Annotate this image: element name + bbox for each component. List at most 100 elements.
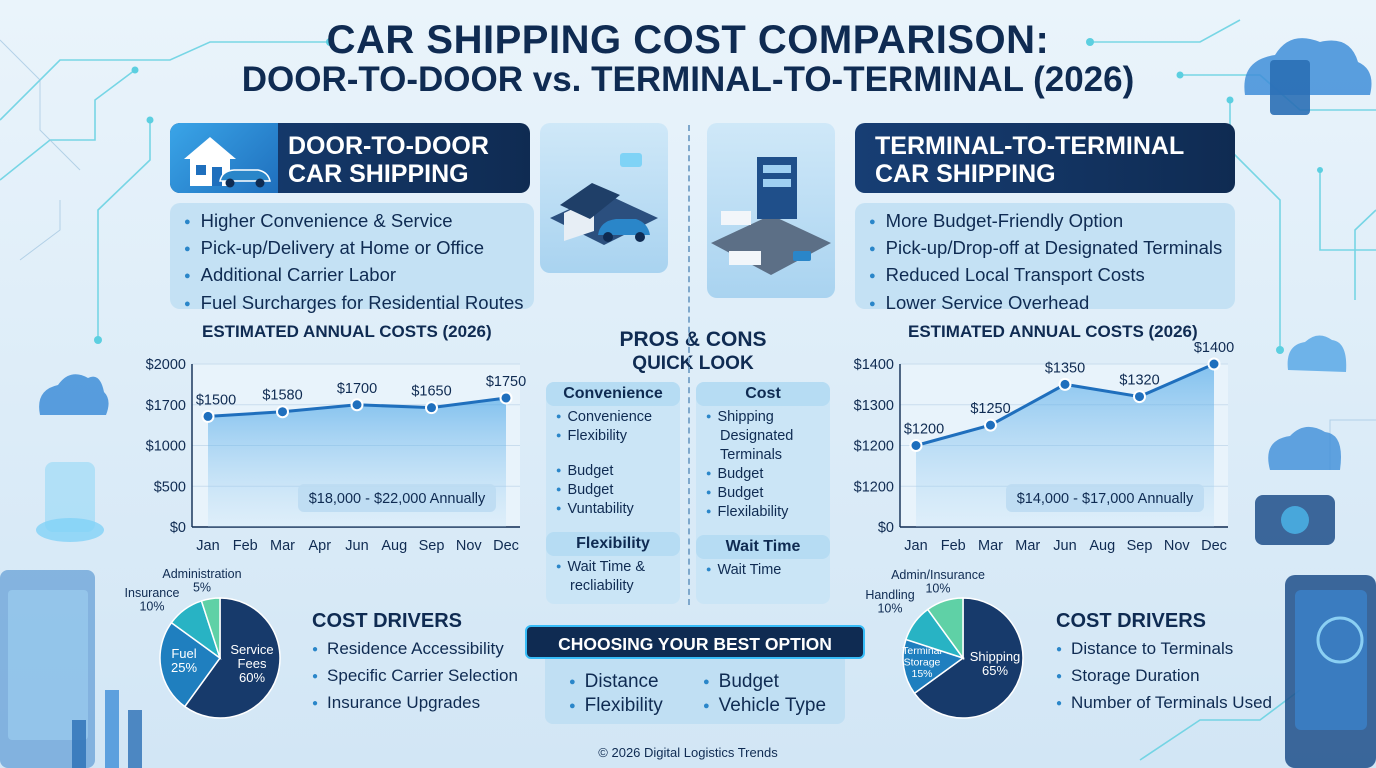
terminal-benefit: Pick-up/Drop-off at Designated Terminals	[869, 236, 1223, 263]
door-drivers-title: COST DRIVERS	[312, 610, 463, 632]
center-divider	[688, 125, 690, 605]
cost-item: Budget	[696, 465, 830, 484]
y-tick-label: $1300	[854, 398, 894, 414]
data-label: $1350	[1045, 360, 1085, 376]
page-title-line2: DOOR-TO-DOOR vs. TERMINAL-TO-TERMINAL (2…	[241, 60, 1135, 99]
door-cost-pie-chart: Service Fees 60% Fuel 25% Insurance 10%Adminis…	[125, 567, 281, 719]
cost-item: Flexilability	[696, 503, 830, 522]
terminal-chart-title: ESTIMATED ANNUAL COSTS (2026)	[908, 322, 1198, 341]
annual-range-badge	[1006, 484, 1204, 512]
convenience-item: Budget	[546, 462, 680, 481]
wait-time-item: Wait Time	[696, 561, 830, 580]
x-tick-label: Nov	[456, 538, 483, 554]
pros-cons-right-column: Cost Shipping Designated Terminals Budge…	[696, 382, 830, 604]
terminal-benefit: Lower Service Overhead	[869, 291, 1221, 318]
pros-cons-title: PROS & CONS QUICK LOOK	[560, 328, 826, 376]
terminal-driver-item: Distance to Terminals	[1056, 637, 1272, 664]
data-label: $1650	[411, 384, 451, 400]
option-item: Budget	[703, 671, 779, 693]
wait-time-heading: Wait Time	[696, 535, 830, 559]
door-driver-item: Residence Accessibility	[312, 637, 518, 664]
door-driver-item: Specific Carrier Selection	[312, 664, 518, 691]
y-tick-label: $1400	[854, 357, 894, 373]
cost-item: Designated	[720, 428, 794, 444]
option-item: Flexibility	[569, 695, 663, 717]
terminal-to-terminal-header: TERMINAL-TO-TERMINAL CAR SHIPPING	[855, 123, 1235, 193]
door-benefit: Higher Convenience & Service	[184, 209, 520, 236]
pie-slice	[902, 638, 965, 695]
terminal-illustration	[707, 123, 835, 298]
data-label: $1750	[486, 374, 526, 390]
terminal-header-line2: CAR SHIPPING	[875, 160, 1056, 188]
best-option-header: CHOOSING YOUR BEST OPTION	[525, 625, 865, 659]
convenience-item: Budget	[546, 481, 680, 500]
x-tick-label: Mar	[978, 538, 1003, 554]
door-to-door-header: DOOR-TO-DOOR CAR SHIPPING	[170, 123, 530, 193]
x-tick-label: Mar	[1015, 538, 1040, 554]
terminal-header-line1: TERMINAL-TO-TERMINAL	[875, 132, 1185, 160]
pie-slice-label: Shipping 65%	[970, 649, 1021, 678]
pie-slice-label: Admin/Insurance 10%	[891, 568, 985, 596]
data-label: $1320	[1119, 373, 1159, 389]
x-tick-label: Dec	[1201, 538, 1227, 554]
pie-slice	[926, 597, 964, 661]
y-tick-label: $1200	[854, 439, 894, 455]
y-tick-label: $0	[170, 520, 186, 536]
pie-slice-label: Insurance 10%	[125, 586, 180, 614]
data-point	[1133, 390, 1146, 404]
x-tick-label: Mar	[270, 538, 295, 554]
convenience-item: Vuntability	[546, 500, 680, 519]
door-benefit: Fuel Surcharges for Residential Routes	[184, 291, 524, 318]
data-label: $1250	[970, 401, 1010, 417]
data-point	[350, 398, 364, 412]
flexibility-item: recliability	[570, 578, 634, 594]
cost-item: Budget	[696, 484, 830, 503]
x-tick-label: Jan	[196, 538, 219, 554]
y-tick-label: $0	[878, 520, 894, 536]
x-tick-label: Apr	[308, 538, 331, 554]
y-tick-label: $2000	[146, 357, 186, 373]
data-point	[984, 418, 997, 432]
house-illustration	[540, 123, 668, 273]
pros-cons-title-line1: PROS & CONS	[619, 328, 767, 351]
door-header-line1: DOOR-TO-DOOR	[288, 132, 489, 160]
annual-range-badge	[298, 484, 496, 512]
terminal-driver-item: Storage Duration	[1056, 664, 1272, 691]
data-point	[1207, 357, 1221, 371]
terminal-drivers-title: COST DRIVERS	[1056, 610, 1207, 632]
terminal-cost-line-chart: $0 $1200 $1200 $1300 $1400 Jan Feb Mar Mar Jun Aug…	[854, 342, 1234, 554]
x-tick-label: Jan	[904, 538, 927, 554]
terminal-benefit: More Budget-Friendly Option	[869, 209, 1221, 236]
option-item: Vehicle Type	[703, 695, 826, 717]
terminal-benefits-box: More Budget-Friendly Option Pick-up/Drop…	[855, 203, 1235, 313]
door-benefit: Pick-up/Delivery at Home or Office	[184, 236, 520, 263]
data-point	[909, 439, 923, 452]
data-point	[499, 391, 513, 405]
x-tick-label: Aug	[381, 538, 407, 554]
convenience-item: Convenience	[546, 408, 680, 427]
x-tick-label: Feb	[941, 538, 966, 554]
data-label: $1580	[262, 388, 302, 404]
x-tick-label: Sep	[419, 538, 445, 554]
footer-copyright: © 2026 Digital Logistics Trends	[598, 745, 778, 760]
option-item: Distance	[569, 671, 659, 693]
data-label: $1200	[904, 422, 944, 438]
pie-slice	[200, 597, 221, 659]
terminal-cost-drivers: COST DRIVERS Distance to Terminals Stora…	[1056, 610, 1272, 718]
door-cost-line-chart: $0 $500 $1000 $1700 $2000 Jan Feb Mar Apr Jun Aug S…	[146, 357, 526, 554]
pie-slice-label: Service Fees 60%	[230, 642, 273, 685]
terminal-cost-pie-chart: Shipping 65%Terminal Storage 15%Handling 10%…	[865, 568, 1024, 719]
flexibility-heading: Flexibility	[546, 532, 680, 556]
x-tick-label: Jun	[345, 538, 368, 554]
x-tick-label: Feb	[233, 538, 258, 554]
pie-slice	[183, 597, 281, 719]
convenience-item: Flexibility	[546, 427, 680, 446]
y-tick-label: $1000	[146, 439, 186, 455]
convenience-heading: Convenience	[546, 382, 680, 406]
annual-range-label: $18,000 - $22,000 Annually	[309, 491, 486, 507]
house-icon	[170, 123, 278, 193]
door-benefits-box: Higher Convenience & Service Pick-up/Del…	[170, 203, 534, 313]
x-tick-label: Sep	[1127, 538, 1153, 554]
data-label: $1500	[196, 392, 236, 408]
